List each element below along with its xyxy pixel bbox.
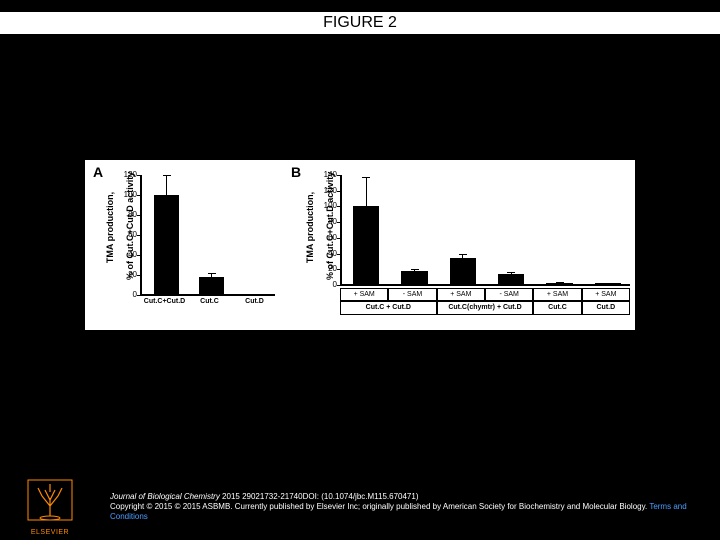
panel-b-plot: 020406080100120140: [340, 175, 630, 285]
panel-a-ytick-mark: [137, 175, 140, 176]
panel-b-sam-label: - SAM: [388, 288, 436, 301]
panel-b-errcap: [507, 272, 515, 273]
panel-b-ytick: 120: [317, 186, 337, 195]
panel-a-plot: 020406080100120: [140, 175, 275, 295]
panel-b-sam-label: + SAM: [533, 288, 581, 301]
panel-a-ytick: 20: [117, 270, 137, 279]
panel-b-sam-label: + SAM: [437, 288, 485, 301]
panel-a-ytick: 60: [117, 230, 137, 239]
panel-a-errbar: [166, 175, 167, 195]
panel-a-xlabel: Cut.C: [187, 298, 232, 305]
panel-a-xlabel: Cut.D: [232, 298, 277, 305]
panel-b-errbar: [366, 177, 367, 207]
citation-rest: 2015 29021732-21740DOI: (10.1074/jbc.M11…: [220, 492, 419, 501]
panel-b-ytick-mark: [337, 206, 340, 207]
panel-a-ytick-mark: [137, 195, 140, 196]
panel-a-ytick-mark: [137, 275, 140, 276]
panel-b-sam-label: - SAM: [485, 288, 533, 301]
panel-a-ytick: 40: [117, 250, 137, 259]
panel-b-ytick-mark: [337, 222, 340, 223]
footer-citation: Journal of Biological Chemistry 2015 290…: [110, 492, 720, 522]
panel-b-errcap: [556, 282, 564, 283]
panel-b-errcap: [362, 177, 370, 178]
panel-b-ytick: 40: [317, 249, 337, 258]
panel-a-ylabel-1: TMA production,: [105, 192, 115, 263]
panel-b-ytick-mark: [337, 191, 340, 192]
panel-b-ytick: 0: [317, 280, 337, 289]
panel-b-ytick-mark: [337, 269, 340, 270]
panel-a-ylabel-2: % of Cut.C+Cut.D activity: [125, 172, 135, 280]
panel-a-bar: [199, 277, 224, 295]
panel-a-yaxis: [140, 175, 142, 295]
panel-b-sam-label: + SAM: [582, 288, 630, 301]
copyright-text: Copyright © 2015 © 2015 ASBMB. Currently…: [110, 502, 647, 511]
panel-b-ytick: 80: [317, 217, 337, 226]
panel-a: A TMA production, % of Cut.C+Cut.D activ…: [85, 160, 285, 330]
panel-b-ytick: 20: [317, 264, 337, 273]
panel-b-ytick-mark: [337, 285, 340, 286]
panel-b-ylabel-1: TMA production,: [305, 192, 315, 263]
panel-a-errcap: [208, 273, 216, 274]
panel-b-bar: [401, 271, 428, 285]
panel-a-ytick: 120: [117, 170, 137, 179]
panel-a-ytick-mark: [137, 235, 140, 236]
figure-title: FIGURE 2: [0, 12, 720, 34]
panel-a-errcap: [163, 175, 171, 176]
panel-a-ytick-mark: [137, 295, 140, 296]
panel-b-xaxis: [340, 284, 630, 286]
panel-a-errcap: [253, 294, 261, 295]
panel-b: B TMA production, % of Cut.C+Cut.D activ…: [285, 160, 635, 330]
panel-b-bar: [595, 283, 622, 285]
panel-a-ytick: 80: [117, 210, 137, 219]
panel-b-yaxis: [340, 175, 342, 285]
panel-a-xlabel: Cut.C+Cut.D: [142, 298, 187, 305]
panel-b-ytick: 140: [317, 170, 337, 179]
panel-b-group-label: Cut.D: [582, 301, 630, 315]
panel-b-ytick-mark: [337, 254, 340, 255]
panel-b-errcap: [459, 254, 467, 255]
panel-a-ytick: 100: [117, 190, 137, 199]
panel-a-ytick: 0: [117, 290, 137, 299]
publisher-logo: [20, 478, 80, 526]
panel-a-ytick-mark: [137, 255, 140, 256]
publisher-name: ELSEVIER: [20, 529, 80, 536]
figure-container: A TMA production, % of Cut.C+Cut.D activ…: [85, 160, 635, 330]
panel-a-ytick-mark: [137, 215, 140, 216]
panel-b-ytick-mark: [337, 238, 340, 239]
panel-b-bar: [353, 206, 380, 285]
panel-b-group-label: Cut.C + Cut.D: [340, 301, 437, 315]
panel-b-bar: [546, 283, 573, 285]
panel-b-ytick: 100: [317, 201, 337, 210]
citation-journal: Journal of Biological Chemistry: [110, 492, 220, 501]
panel-b-group-label: Cut.C: [533, 301, 581, 315]
panel-b-bar: [450, 258, 477, 285]
panel-b-ytick-mark: [337, 175, 340, 176]
panel-a-bar: [154, 195, 179, 295]
panel-b-sam-label: + SAM: [340, 288, 388, 301]
panel-b-errcap: [604, 283, 612, 284]
panel-b-errcap: [411, 269, 419, 270]
panel-b-bar: [498, 274, 525, 285]
panel-b-group-label: Cut.C(chymtr) + Cut.D: [437, 301, 534, 315]
panel-b-ytick: 60: [317, 233, 337, 242]
